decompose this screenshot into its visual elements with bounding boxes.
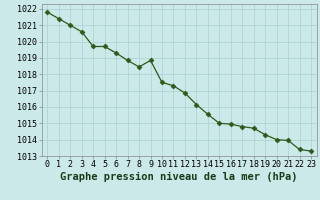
X-axis label: Graphe pression niveau de la mer (hPa): Graphe pression niveau de la mer (hPa)	[60, 172, 298, 182]
